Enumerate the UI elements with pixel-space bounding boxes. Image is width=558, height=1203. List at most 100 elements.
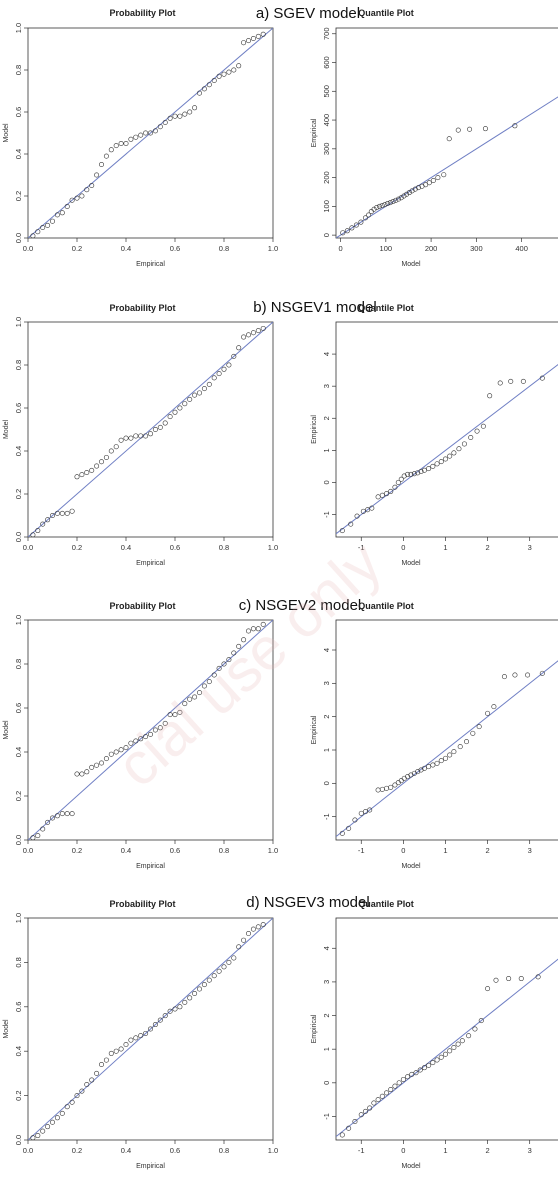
y-tick-label: 0.2 (14, 1090, 23, 1100)
data-point (128, 435, 134, 441)
data-point (246, 628, 252, 634)
x-tick-label: 0.4 (121, 846, 131, 855)
y-tick-label: 0.0 (14, 233, 23, 243)
data-point (192, 392, 198, 398)
data-point (162, 120, 168, 126)
data-point (211, 672, 217, 678)
x-tick-label: 3 (528, 1146, 532, 1155)
data-point (118, 141, 124, 147)
data-point (103, 1057, 109, 1063)
x-tick-label: 0.0 (23, 1146, 33, 1155)
data-point (392, 1083, 398, 1089)
x-tick-label: 1.0 (268, 1146, 278, 1155)
model-label: c) NSGEV2 model (239, 597, 362, 614)
y-tick-label: 3 (322, 384, 331, 388)
data-point (128, 1037, 134, 1043)
data-point (177, 113, 183, 119)
data-point (45, 222, 51, 228)
y-tick-label: 2 (322, 715, 331, 719)
data-point (354, 513, 360, 519)
data-point (340, 230, 346, 236)
data-point (54, 813, 60, 819)
data-point (406, 190, 412, 196)
plot-title: Quantile Plot (358, 601, 414, 611)
data-point (54, 510, 60, 516)
chart-panel-a-probability: Probability Plot a) SGEV model 0.0 0.2 0.4 0.… (3, 5, 360, 268)
data-point (94, 762, 100, 768)
y-tick-label: 1 (322, 1047, 331, 1051)
data-point (512, 672, 518, 678)
data-point (152, 1022, 158, 1028)
data-point (387, 200, 393, 206)
data-point (167, 115, 173, 121)
data-point (392, 782, 398, 788)
reference-line (336, 958, 558, 1138)
y-tick-label: 3 (322, 681, 331, 685)
data-point (506, 976, 512, 982)
data-point (371, 206, 377, 212)
data-point (197, 690, 203, 696)
data-point (45, 819, 51, 825)
data-point (216, 371, 222, 377)
data-point (379, 492, 385, 498)
data-point (379, 202, 385, 208)
data-point (398, 476, 404, 482)
data-point (59, 811, 65, 817)
chart-panel-b-probability: Probability Plot b) NSGEV1 model 0.0 0.2 0.4… (3, 299, 377, 567)
data-point (192, 694, 198, 700)
data-point (172, 712, 178, 718)
data-point (525, 672, 531, 678)
y-tick-label: 0.6 (14, 703, 23, 713)
x-axis-label: Model (401, 560, 421, 567)
y-tick-label: 0.2 (14, 489, 23, 499)
data-point (133, 738, 139, 744)
x-tick-label: 1.0 (268, 846, 278, 855)
data-point (231, 353, 237, 359)
data-point (45, 1124, 51, 1130)
y-tick-label: 0.4 (14, 446, 23, 456)
data-point (487, 393, 493, 399)
y-axis-label: Model (3, 420, 10, 440)
data-point (123, 435, 129, 441)
y-axis-label: Empirical (311, 415, 318, 444)
data-point (133, 433, 139, 439)
data-point (157, 1017, 163, 1023)
data-point (382, 202, 388, 208)
data-point (417, 1067, 423, 1073)
data-point (231, 955, 237, 961)
data-point (508, 378, 514, 384)
data-point (408, 471, 414, 477)
x-tick-label: 0.6 (170, 1146, 180, 1155)
plot-frame (335, 27, 558, 239)
data-point (221, 366, 227, 372)
data-point (539, 670, 545, 676)
data-point (74, 1093, 80, 1099)
data-point (128, 136, 134, 142)
data-point (485, 710, 491, 716)
data-point (64, 204, 70, 210)
data-point (187, 396, 193, 402)
data-point (221, 964, 227, 970)
data-point (177, 1004, 183, 1010)
data-point (438, 1054, 444, 1060)
plot-frame (27, 917, 274, 1141)
x-tick-label: 1 (443, 1146, 447, 1155)
data-point (434, 461, 440, 467)
y-tick-label: 0.8 (14, 65, 23, 75)
x-tick-label: 0.6 (170, 244, 180, 253)
x-tick-label: 0.0 (23, 244, 33, 253)
data-point (138, 1033, 144, 1039)
data-point (412, 186, 418, 192)
y-tick-label: 1 (322, 448, 331, 452)
data-point (430, 1060, 436, 1066)
plot-title: Quantile Plot (358, 8, 414, 18)
data-point (143, 1030, 149, 1036)
x-tick-label: 1.0 (268, 543, 278, 552)
y-tick-label: 0.8 (14, 659, 23, 669)
data-point (182, 401, 188, 407)
data-point (395, 196, 401, 202)
data-point (401, 193, 407, 199)
data-point (339, 1132, 345, 1138)
data-point (40, 1128, 46, 1134)
